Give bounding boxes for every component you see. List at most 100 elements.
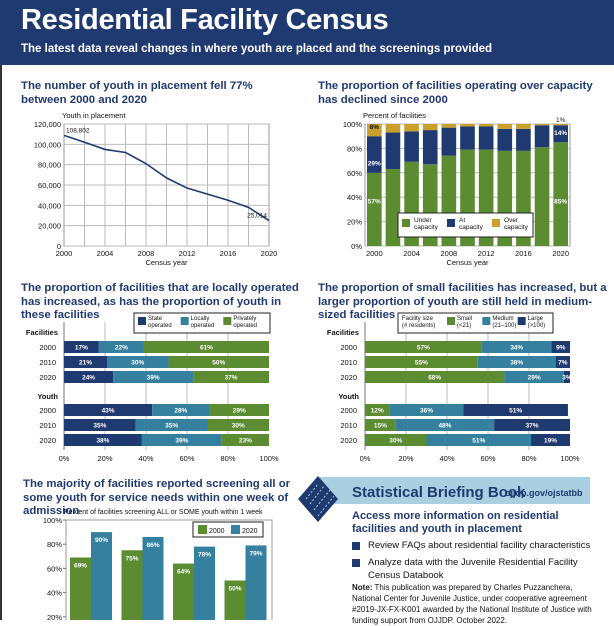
row-label: 2020 — [340, 436, 357, 445]
x-tick-label: 60% — [179, 454, 194, 463]
legend-swatch — [223, 317, 232, 325]
data-label: 38% — [96, 438, 109, 445]
bar-over-capacity — [385, 124, 401, 133]
bar-small — [365, 419, 396, 431]
bar-large — [463, 404, 568, 416]
y-tick-label: 120,000 — [34, 120, 61, 129]
group-label: Facilities — [26, 328, 58, 337]
bar-at-capacity — [441, 127, 457, 156]
briefing-heading: Access more information on residential f… — [352, 510, 559, 535]
note-label: Note: — [352, 583, 373, 592]
data-label: 34% — [510, 345, 523, 352]
x-tick-label: 2000 — [56, 249, 73, 258]
data-label: 35% — [165, 423, 178, 430]
group-label: Facilities — [327, 328, 359, 337]
data-label: 14% — [554, 130, 567, 137]
legend-label: Large — [528, 316, 544, 322]
bar-at-capacity — [367, 136, 382, 173]
legend-label: State — [148, 316, 163, 322]
data-label: 37% — [526, 423, 539, 430]
data-label: 29% — [368, 160, 381, 167]
y-tick-label: 80% — [47, 540, 62, 549]
bar-at-capacity — [385, 132, 401, 170]
data-label: 8% — [370, 124, 380, 131]
legend-label: (<21) — [457, 323, 471, 329]
bar-small — [365, 341, 482, 353]
y-tick-label: 60% — [347, 169, 362, 178]
bar-2000 — [173, 563, 194, 620]
bar-small — [365, 404, 390, 416]
briefing-link-faqs[interactable]: Review FAQs about residential facility c… — [352, 540, 608, 553]
legend-label: operated — [233, 323, 257, 329]
y-tick-label: 60,000 — [38, 181, 61, 190]
bar-over-capacity — [422, 124, 438, 131]
bar-over-capacity — [534, 124, 550, 126]
bar-2000 — [224, 580, 246, 620]
data-label: 38% — [510, 360, 523, 367]
briefing-url-link[interactable]: ojjdp.gov/ojstatbb — [505, 488, 583, 498]
data-label: 51% — [472, 438, 485, 445]
row-label: 2000 — [39, 406, 56, 415]
data-label: 75% — [125, 555, 138, 562]
row-label: 2020 — [340, 373, 357, 382]
data-label: 30% — [232, 423, 245, 430]
legend-swatch — [180, 317, 189, 325]
legend-swatch — [482, 317, 491, 325]
y-tick-label: 100% — [343, 120, 363, 129]
legend-swatch — [198, 525, 207, 534]
y-tick-label: 40,000 — [38, 201, 61, 210]
legend-label: Under — [414, 217, 433, 224]
row-label: 2010 — [39, 358, 56, 367]
x-tick-label: 0% — [59, 454, 70, 463]
bar-at-capacity — [534, 125, 550, 148]
briefing-title: Statistical Briefing Book — [352, 484, 526, 501]
legend-box — [397, 212, 534, 238]
bar-locally — [152, 404, 210, 416]
briefing-link-databook[interactable]: Analyze data with the Juvenile Residenti… — [352, 557, 608, 582]
bar-medium — [504, 371, 564, 383]
legend-swatch — [447, 317, 455, 325]
bar-at-capacity — [553, 125, 568, 143]
y-tick-label: 0 — [57, 242, 61, 251]
data-label: 29% — [233, 408, 246, 415]
data-label: 90% — [95, 537, 108, 544]
bar-state — [64, 434, 142, 446]
bar-over-capacity — [367, 124, 382, 137]
legend-title: (# residents) — [402, 323, 435, 329]
data-label: 48% — [438, 423, 451, 430]
bar-at-capacity — [404, 131, 419, 162]
bar-2020 — [142, 536, 164, 620]
data-label: 79% — [249, 550, 262, 557]
legend-label: (21–100) — [492, 323, 516, 329]
bar-2000 — [121, 550, 143, 620]
bar-over-capacity — [516, 124, 531, 129]
bar-at-capacity — [460, 126, 475, 150]
bar-state — [64, 371, 114, 383]
bar-over-capacity — [478, 124, 494, 127]
legend-swatch — [517, 317, 526, 325]
group-label: Youth — [338, 392, 359, 401]
bar-locally — [107, 356, 169, 368]
legend-swatch — [231, 525, 240, 534]
data-label: 37% — [225, 375, 238, 382]
row-label: 2000 — [39, 343, 56, 352]
x-tick-label: 20% — [398, 454, 413, 463]
bar-2020 — [194, 546, 215, 620]
legend-label: capacity — [504, 224, 529, 231]
y-tick-label: 60% — [47, 564, 62, 573]
data-label: 12% — [371, 408, 384, 415]
data-label: 30% — [389, 438, 402, 445]
bar-large — [555, 356, 570, 368]
bar-privately — [207, 419, 269, 431]
data-label: 24% — [82, 375, 95, 382]
bar-under-capacity — [534, 147, 550, 246]
data-label: 39% — [147, 375, 160, 382]
bar-privately — [143, 341, 269, 353]
bar-over-capacity — [553, 124, 568, 126]
x-tick-label: 2000 — [366, 249, 383, 258]
legend-label: Locally — [191, 316, 210, 322]
bar-privately — [168, 356, 269, 368]
y-tick-label: 80% — [347, 144, 362, 153]
series-line — [63, 134, 270, 222]
